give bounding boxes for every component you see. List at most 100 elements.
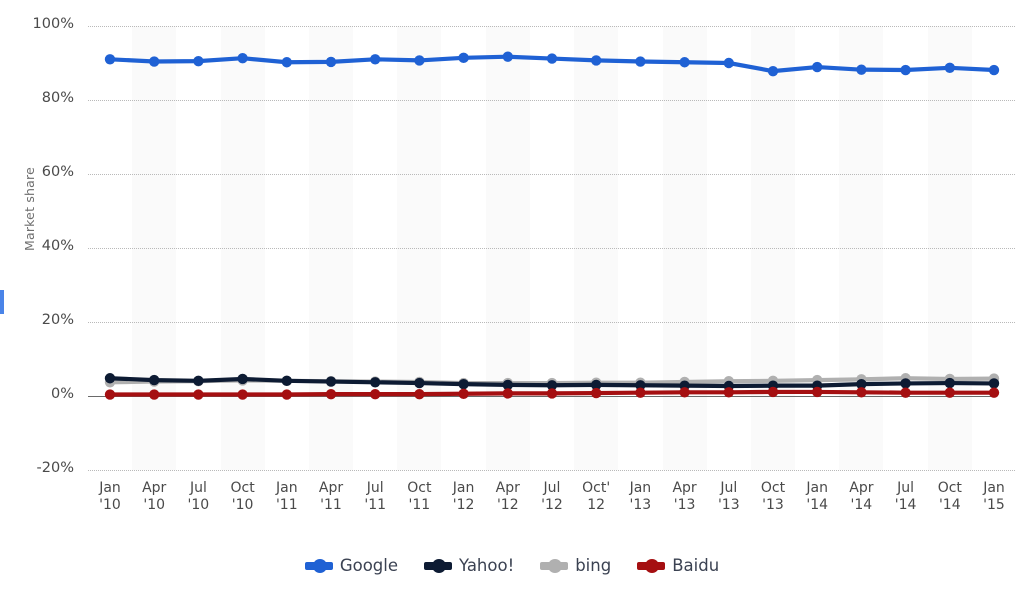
legend-item-bing[interactable]: bing — [540, 556, 611, 575]
legend-marker-icon — [304, 558, 333, 573]
data-point[interactable] — [679, 387, 690, 398]
data-point[interactable] — [635, 380, 646, 391]
data-point[interactable] — [767, 386, 779, 398]
x-tick-label-part: Jan — [99, 480, 121, 496]
data-point[interactable] — [237, 389, 248, 400]
x-tick-label-part: Jul — [366, 480, 384, 496]
x-tick-label-part: Oct — [230, 480, 255, 496]
data-point[interactable] — [325, 376, 337, 387]
data-point[interactable] — [900, 387, 911, 398]
legend-item-baidu[interactable]: Baidu — [637, 556, 719, 575]
x-tick-label: Jan '12 — [434, 480, 494, 514]
data-point[interactable] — [591, 387, 602, 399]
x-tick-label: Jul '12 — [522, 480, 582, 514]
data-point[interactable] — [591, 379, 602, 391]
data-point[interactable] — [104, 389, 116, 400]
data-point[interactable] — [988, 387, 1000, 398]
data-point[interactable] — [812, 386, 823, 398]
data-point[interactable] — [635, 387, 646, 398]
data-point[interactable] — [370, 388, 381, 400]
legend-label: Baidu — [672, 556, 720, 575]
data-point[interactable] — [149, 374, 160, 386]
data-point[interactable] — [546, 380, 558, 391]
data-point[interactable] — [370, 377, 381, 388]
data-point[interactable] — [237, 52, 248, 64]
data-point[interactable] — [193, 375, 204, 387]
data-point[interactable] — [723, 387, 734, 398]
data-point[interactable] — [370, 54, 381, 65]
data-point[interactable] — [635, 56, 646, 67]
data-point[interactable] — [193, 55, 204, 67]
legend-item-google[interactable]: Google — [304, 556, 399, 575]
data-point[interactable] — [723, 57, 734, 69]
data-point[interactable] — [414, 55, 425, 66]
data-point[interactable] — [944, 387, 955, 398]
x-tick-label: Jul '10 — [168, 480, 228, 514]
gridline — [88, 248, 1015, 249]
x-tick-label-part: Jul — [720, 480, 738, 496]
data-point[interactable] — [944, 62, 955, 74]
data-point[interactable] — [414, 377, 425, 389]
data-point[interactable] — [591, 55, 602, 66]
y-tick-label: 40% — [41, 238, 74, 254]
x-tick-label-part: '15 — [983, 497, 1005, 513]
data-point[interactable] — [104, 373, 116, 384]
data-point[interactable] — [900, 378, 911, 389]
data-point[interactable] — [767, 65, 779, 77]
data-point[interactable] — [546, 388, 558, 399]
x-tick-label-part: '12 — [452, 497, 475, 513]
data-point[interactable] — [944, 377, 955, 389]
data-point[interactable] — [502, 388, 513, 399]
legend-label: Google — [339, 556, 399, 575]
data-point[interactable] — [900, 64, 911, 76]
data-point[interactable] — [458, 378, 469, 390]
x-tick-label: Apr '13 — [655, 480, 715, 514]
x-tick-label-part: '11 — [275, 497, 298, 513]
x-tick-label-part: '13 — [762, 497, 784, 513]
data-point[interactable] — [325, 56, 337, 68]
data-point[interactable] — [149, 389, 160, 400]
legend-item-yahoo[interactable]: Yahoo! — [424, 556, 514, 575]
data-point[interactable] — [281, 57, 292, 68]
data-point[interactable] — [281, 375, 292, 387]
legend-label: Yahoo! — [459, 556, 515, 575]
data-point[interactable] — [856, 387, 867, 398]
x-tick-label-part: '11 — [408, 497, 431, 513]
data-point[interactable] — [104, 54, 116, 65]
data-point[interactable] — [149, 56, 160, 67]
x-tick-label-part: '12 — [496, 497, 519, 513]
x-tick-label-part: '10 — [187, 497, 210, 513]
data-point[interactable] — [281, 389, 292, 400]
data-point[interactable] — [856, 378, 867, 390]
data-point[interactable] — [856, 64, 867, 75]
data-point[interactable] — [414, 388, 425, 400]
data-point[interactable] — [988, 378, 1000, 389]
y-tick-label: 100% — [32, 16, 74, 32]
x-tick-label-part: '13 — [673, 497, 696, 513]
data-point[interactable] — [679, 57, 690, 68]
x-tick-label-part: Apr — [672, 480, 697, 496]
gridline — [88, 322, 1015, 323]
x-tick-label: Oct' 12 — [566, 480, 626, 514]
x-tick-label: Oct '11 — [389, 480, 449, 514]
data-point[interactable] — [325, 388, 337, 400]
data-point[interactable] — [988, 64, 1000, 76]
data-point[interactable] — [458, 388, 469, 399]
x-tick-label: Oct '10 — [213, 480, 273, 514]
data-point[interactable] — [458, 52, 469, 64]
data-point[interactable] — [502, 51, 513, 62]
x-tick-label-part: '14 — [806, 497, 829, 513]
data-point[interactable] — [502, 379, 513, 391]
data-point[interactable] — [237, 373, 248, 385]
x-tick-label-part: '11 — [364, 497, 387, 513]
x-tick-label: Oct '13 — [743, 480, 803, 514]
data-point[interactable] — [812, 61, 823, 73]
x-tick-label-part: '13 — [629, 497, 652, 513]
x-tick-label: Jul '14 — [876, 480, 936, 514]
x-tick-label-part: '10 — [143, 497, 166, 513]
data-point[interactable] — [546, 53, 558, 64]
y-tick-label: 0% — [50, 386, 74, 402]
gridline — [88, 174, 1015, 175]
data-point[interactable] — [193, 389, 204, 400]
